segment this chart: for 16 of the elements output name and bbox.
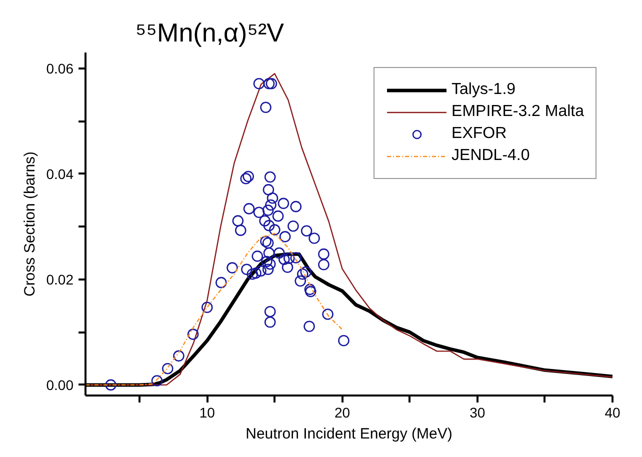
x-tick-label: 10 (199, 404, 216, 420)
x-tick-label: 40 (604, 404, 620, 420)
legend-label: Talys-1.9 (452, 81, 516, 99)
x-axis-title: Neutron Incident Energy (MeV) (246, 426, 452, 442)
x-tick-label: 30 (470, 404, 486, 420)
legend-label: JENDL-4.0 (452, 147, 530, 165)
x-tick-label: 20 (334, 404, 350, 420)
y-tick-label: 0.00 (46, 376, 74, 393)
y-tick-label: 0.04 (46, 166, 74, 182)
y-axis-title: Cross Section (barns) (21, 151, 38, 297)
y-tick-label: 0.06 (46, 60, 74, 76)
legend-label: EMPIRE-3.2 Malta (452, 103, 584, 121)
y-tick-label: 0.02 (46, 271, 74, 288)
legend-label: EXFOR (452, 125, 507, 143)
chart-title: ⁵⁵Mn(n,α)⁵²V (136, 18, 285, 48)
line-series (86, 232, 343, 386)
